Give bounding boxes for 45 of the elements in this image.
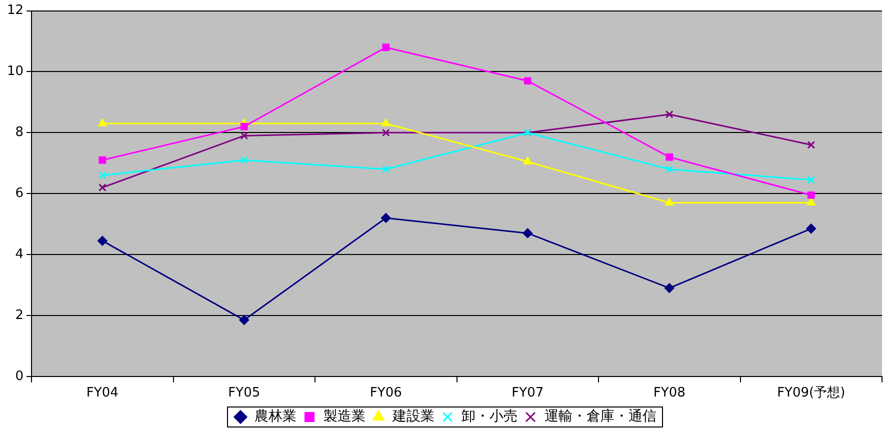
point (666, 153, 674, 161)
legend-label: 建設業 (392, 408, 434, 425)
point (240, 122, 248, 130)
legend-label: 卸・小売 (462, 408, 518, 425)
point (807, 140, 816, 149)
point (806, 224, 816, 234)
point (380, 212, 391, 223)
point (806, 198, 816, 206)
point (98, 156, 106, 164)
point (239, 315, 250, 326)
point (382, 118, 390, 126)
point (665, 165, 674, 174)
x-tick-label: FY06 (370, 386, 402, 401)
legend-label: 製造業 (324, 408, 366, 425)
x-tick-label: FY07 (512, 386, 544, 401)
point (240, 156, 248, 164)
x-tick-label: FY09(予想) (777, 386, 846, 401)
y-tick-label: 0 (15, 368, 24, 384)
y-tick-label: 2 (15, 308, 24, 323)
x-tick-label: FY05 (228, 386, 260, 401)
x-tick-label: FY04 (86, 386, 118, 401)
point (382, 165, 390, 174)
point (98, 184, 106, 192)
legend-label: 農林業 (254, 408, 296, 425)
point (98, 118, 107, 126)
point (382, 44, 390, 52)
y-tick-label: 4 (15, 246, 24, 262)
point (97, 236, 108, 246)
point (524, 77, 532, 85)
point (664, 283, 674, 294)
x-tick-label: FY08 (653, 386, 686, 401)
point (240, 132, 248, 140)
y-tick-label: 10 (6, 64, 24, 80)
point (807, 191, 815, 199)
point (522, 228, 533, 238)
y-tick-label: 12 (6, 3, 24, 18)
point (665, 110, 674, 118)
point (807, 176, 816, 184)
point (664, 198, 674, 206)
point (382, 128, 390, 137)
y-tick-label: 8 (15, 125, 24, 140)
y-tick-label: 6 (15, 186, 24, 201)
legend-label: 運輸・倉庫・通信 (544, 408, 656, 425)
point (98, 171, 106, 180)
point (523, 156, 532, 164)
